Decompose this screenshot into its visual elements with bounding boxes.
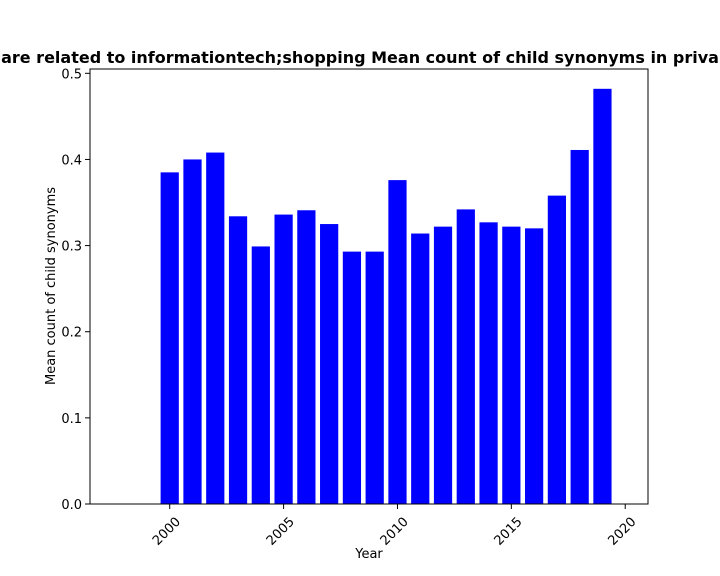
bar-2019 — [593, 88, 612, 504]
bar-2015 — [502, 226, 521, 504]
y-tick-label-0.4: 0.4 — [61, 153, 82, 168]
bar-2008 — [342, 251, 362, 504]
bar-2007 — [320, 224, 339, 504]
plot-frame — [89, 68, 649, 505]
chart-title: are related to informationtech;shopping … — [1, 48, 719, 67]
bar-2012 — [433, 226, 453, 504]
x-tick-label-2000: 2000 — [150, 515, 184, 549]
bar-2014 — [479, 222, 498, 505]
bar-2013 — [456, 209, 475, 504]
y-tick-label-0.2: 0.2 — [61, 326, 82, 341]
bar-2000 — [160, 172, 179, 504]
y-axis-ticks: 0.0 0.1 0.2 0.3 0.4 0.5 — [61, 67, 90, 513]
bar-2002 — [206, 152, 225, 505]
bar-2006 — [297, 210, 316, 504]
x-tick-label-2015: 2015 — [492, 515, 526, 549]
bar-2016 — [525, 228, 544, 504]
bar-2017 — [547, 195, 567, 504]
bar-2001 — [183, 159, 202, 504]
bars — [160, 88, 612, 505]
y-tick-label-0.5: 0.5 — [61, 67, 82, 82]
x-tick-label-2020: 2020 — [605, 515, 639, 549]
y-tick-label-0.3: 0.3 — [61, 240, 82, 255]
bar-2003 — [228, 216, 248, 504]
bar-2009 — [365, 251, 384, 504]
y-axis-label: Mean count of child synonyms — [44, 187, 59, 385]
y-tick-label-0.0: 0.0 — [61, 498, 82, 513]
bar-2005 — [274, 214, 293, 504]
x-tick-label-2005: 2005 — [264, 515, 298, 549]
x-axis-label: Year — [354, 547, 383, 562]
x-axis-ticks: 2000 2005 2010 2015 2020 — [150, 504, 639, 549]
bar-2010 — [388, 180, 407, 504]
y-tick-label-0.1: 0.1 — [61, 412, 82, 427]
bar-2004 — [251, 246, 270, 504]
bar-2018 — [570, 149, 589, 505]
x-tick-label-2010: 2010 — [378, 515, 412, 549]
bar-2011 — [411, 233, 430, 504]
